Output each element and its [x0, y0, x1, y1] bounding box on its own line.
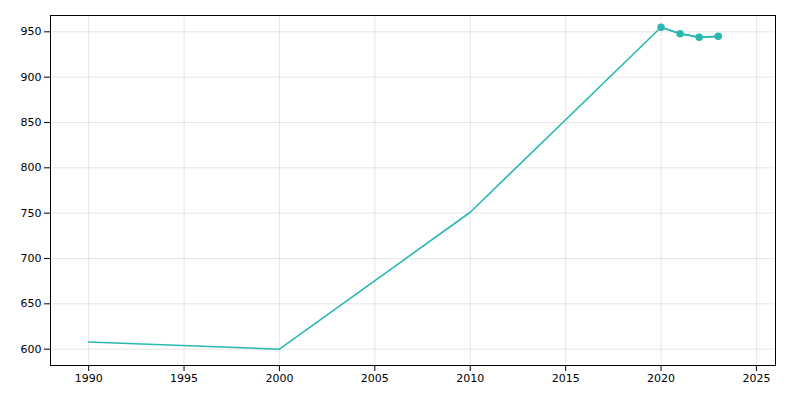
svg-text:650: 650 — [21, 297, 42, 310]
svg-text:2025: 2025 — [742, 372, 770, 385]
svg-text:900: 900 — [21, 71, 42, 84]
svg-text:2000: 2000 — [265, 372, 293, 385]
svg-text:2020: 2020 — [647, 372, 675, 385]
svg-text:850: 850 — [21, 116, 42, 129]
svg-text:1995: 1995 — [170, 372, 198, 385]
svg-text:2005: 2005 — [361, 372, 389, 385]
svg-text:1990: 1990 — [75, 372, 103, 385]
svg-text:2015: 2015 — [552, 372, 580, 385]
svg-text:2010: 2010 — [456, 372, 484, 385]
svg-text:950: 950 — [21, 25, 42, 38]
svg-text:750: 750 — [21, 207, 42, 220]
svg-text:700: 700 — [21, 252, 42, 265]
svg-text:800: 800 — [21, 161, 42, 174]
svg-text:600: 600 — [21, 343, 42, 356]
